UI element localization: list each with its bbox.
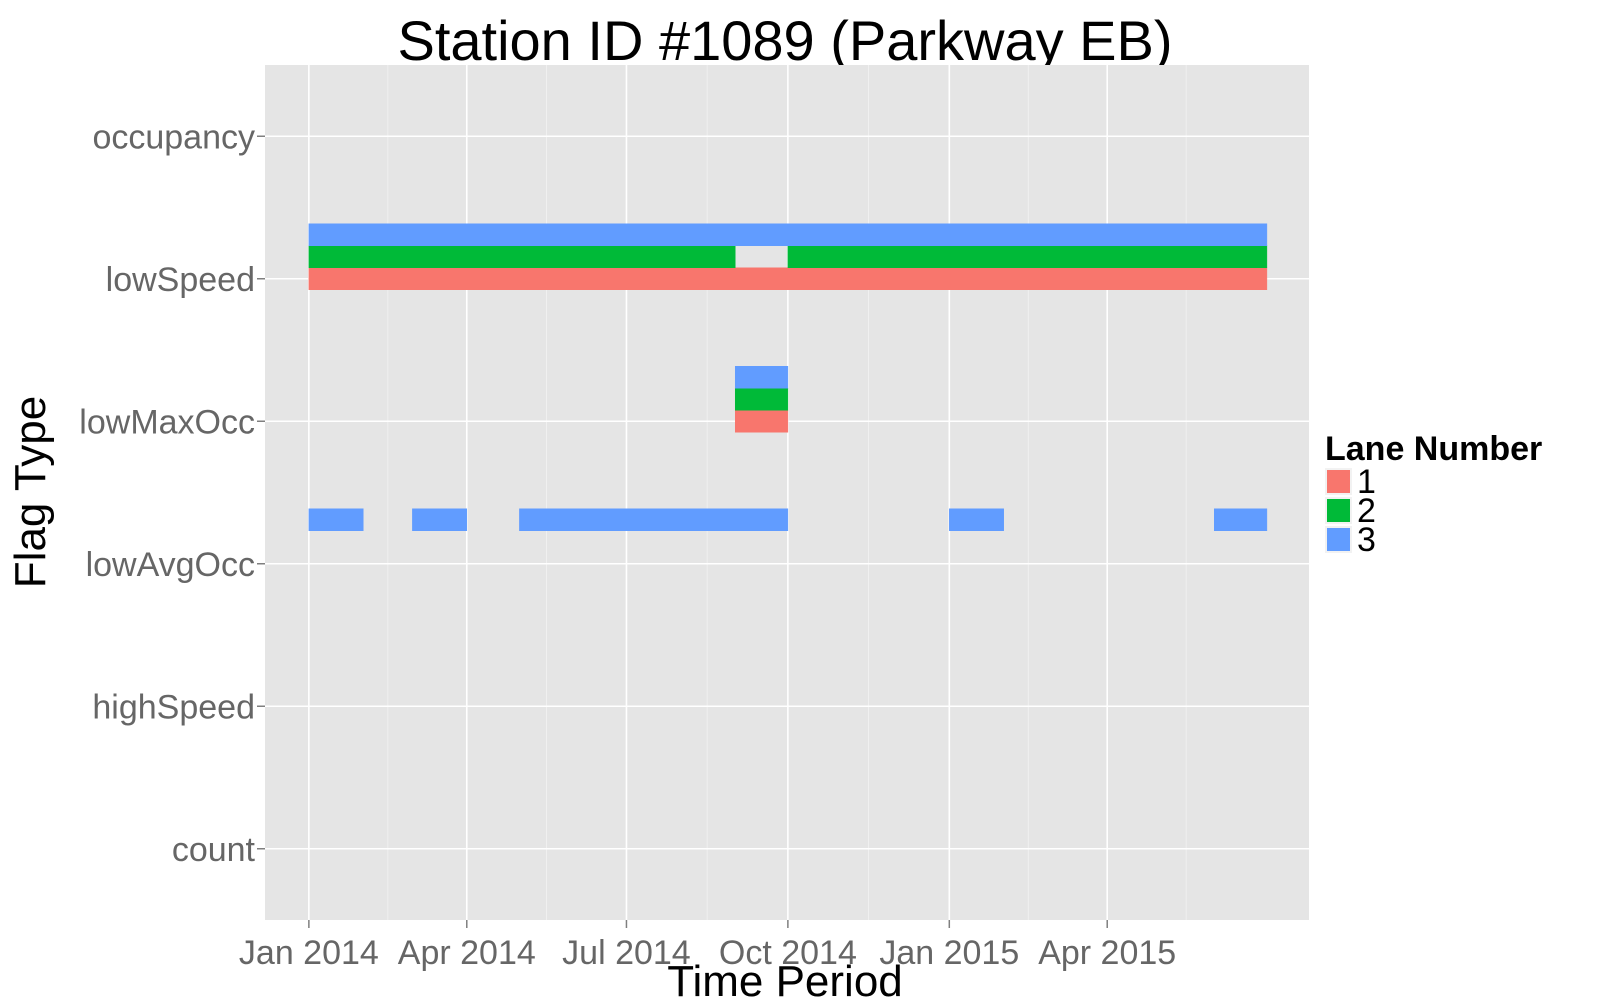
legend-label-3: 3 bbox=[1357, 521, 1376, 559]
y-axis-tick-labels: count highSpeed lowAvgOcc lowMaxOcc lowSpeed… bbox=[79, 118, 255, 869]
legend-title: Lane Number bbox=[1325, 430, 1542, 468]
legend-label-1: 1 bbox=[1357, 463, 1376, 501]
flag-bar-lane-3 bbox=[734, 366, 789, 389]
x-tick-label: Apr 2014 bbox=[398, 934, 536, 972]
x-tick-label: Apr 2015 bbox=[1038, 934, 1176, 972]
minor-gridlines bbox=[387, 65, 1187, 920]
x-axis-tick-labels: Jan 2014 Apr 2014 Jul 2014 Oct 2014 Jan 2015… bbox=[239, 934, 1176, 972]
flag-bar-lane-2 bbox=[734, 388, 789, 411]
y-tick-label: lowSpeed bbox=[106, 261, 255, 299]
legend: Lane Number 123 bbox=[1325, 430, 1542, 559]
flag-bar-lane-3 bbox=[308, 508, 364, 531]
x-tick-label: Jan 2015 bbox=[879, 934, 1019, 972]
y-tick-label: lowMaxOcc bbox=[79, 403, 255, 441]
legend-items: 123 bbox=[1325, 463, 1376, 559]
x-tick-label: Oct 2014 bbox=[719, 934, 857, 972]
axis-ticks bbox=[257, 135, 1108, 928]
y-tick-label: occupancy bbox=[92, 118, 255, 156]
flag-bar-lane-2 bbox=[787, 245, 1268, 268]
y-tick-label: lowAvgOcc bbox=[86, 546, 255, 584]
flag-bar-lane-3 bbox=[308, 223, 1268, 246]
x-tick-label: Jul 2014 bbox=[562, 934, 691, 972]
plot-panel bbox=[265, 65, 1309, 920]
legend-swatch-1 bbox=[1327, 470, 1350, 493]
y-tick-label: highSpeed bbox=[92, 688, 255, 726]
legend-swatch-3 bbox=[1327, 528, 1350, 551]
legend-swatch-2 bbox=[1327, 499, 1350, 522]
y-axis-title: Flag Type bbox=[6, 396, 55, 588]
y-tick-label: count bbox=[172, 831, 256, 869]
flag-bar-lane-3 bbox=[519, 508, 789, 531]
chart-title: Station ID #1089 (Parkway EB) bbox=[397, 9, 1172, 72]
flag-bars bbox=[308, 223, 1268, 531]
flag-bar-lane-1 bbox=[308, 267, 1268, 290]
flag-bar-lane-3 bbox=[412, 508, 468, 531]
legend-label-2: 2 bbox=[1357, 492, 1376, 530]
flag-bar-lane-3 bbox=[949, 508, 1004, 531]
x-axis-title: Time Period bbox=[667, 957, 903, 1000]
x-tick-label: Jan 2014 bbox=[239, 934, 379, 972]
flag-bar-lane-3 bbox=[1214, 508, 1268, 531]
flag-bar-lane-1 bbox=[734, 410, 789, 433]
flag-bar-lane-2 bbox=[308, 245, 736, 268]
